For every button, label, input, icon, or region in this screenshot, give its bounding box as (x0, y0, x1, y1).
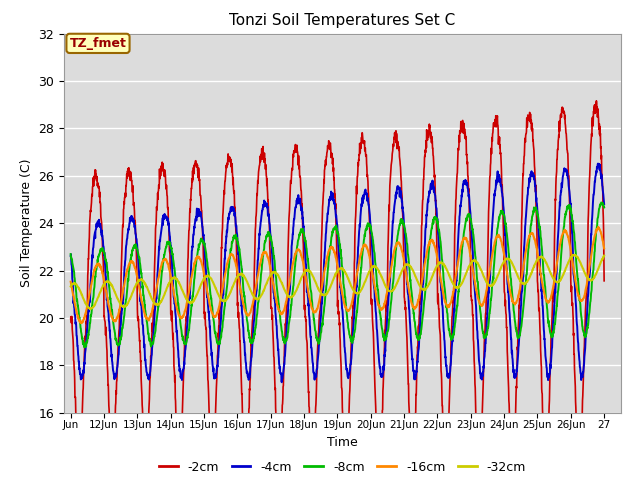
Title: Tonzi Soil Temperatures Set C: Tonzi Soil Temperatures Set C (229, 13, 456, 28)
-2cm (326, 143, 334, 149)
-8cm (67, 251, 74, 257)
X-axis label: Time: Time (327, 436, 358, 449)
Line: -8cm: -8cm (70, 203, 604, 348)
-8cm (585, 317, 593, 323)
-32cm (586, 277, 593, 283)
-8cm (81, 345, 88, 350)
-8cm (487, 297, 495, 302)
-16cm (585, 267, 593, 273)
-2cm (593, 98, 600, 104)
-4cm (326, 194, 334, 200)
-32cm (94, 294, 102, 300)
-4cm (585, 283, 593, 289)
-32cm (487, 283, 495, 289)
-32cm (312, 280, 320, 286)
-32cm (585, 276, 593, 282)
-2cm (585, 202, 593, 207)
-16cm (94, 261, 102, 267)
-2cm (600, 278, 608, 284)
-16cm (600, 245, 608, 251)
-4cm (585, 280, 593, 286)
-4cm (600, 201, 608, 207)
-16cm (326, 245, 334, 251)
-16cm (67, 279, 74, 285)
-32cm (571, 252, 579, 258)
-2cm (94, 180, 102, 186)
-32cm (326, 284, 334, 290)
-8cm (600, 204, 608, 210)
Line: -4cm: -4cm (70, 164, 604, 382)
-8cm (312, 333, 320, 339)
-2cm (585, 189, 593, 195)
-16cm (585, 271, 593, 276)
-4cm (278, 379, 285, 385)
-16cm (595, 224, 602, 230)
Line: -32cm: -32cm (70, 255, 604, 309)
-2cm (67, 316, 74, 322)
-32cm (67, 284, 74, 289)
-2cm (312, 401, 320, 407)
-8cm (94, 253, 102, 259)
Y-axis label: Soil Temperature (C): Soil Temperature (C) (20, 159, 33, 288)
-32cm (86, 306, 94, 312)
Text: TZ_fmet: TZ_fmet (70, 37, 127, 50)
-8cm (597, 200, 605, 205)
-32cm (600, 253, 608, 259)
-16cm (487, 260, 495, 265)
-4cm (94, 219, 102, 225)
-2cm (542, 475, 550, 480)
-16cm (312, 308, 320, 313)
Line: -16cm: -16cm (70, 227, 604, 323)
-4cm (312, 373, 320, 379)
Legend: -2cm, -4cm, -8cm, -16cm, -32cm: -2cm, -4cm, -8cm, -16cm, -32cm (154, 456, 531, 479)
-8cm (326, 243, 334, 249)
-4cm (67, 253, 74, 259)
-4cm (487, 242, 495, 248)
-8cm (585, 312, 593, 318)
Line: -2cm: -2cm (70, 101, 604, 478)
-2cm (487, 160, 495, 166)
-16cm (77, 320, 84, 326)
-4cm (594, 161, 602, 167)
